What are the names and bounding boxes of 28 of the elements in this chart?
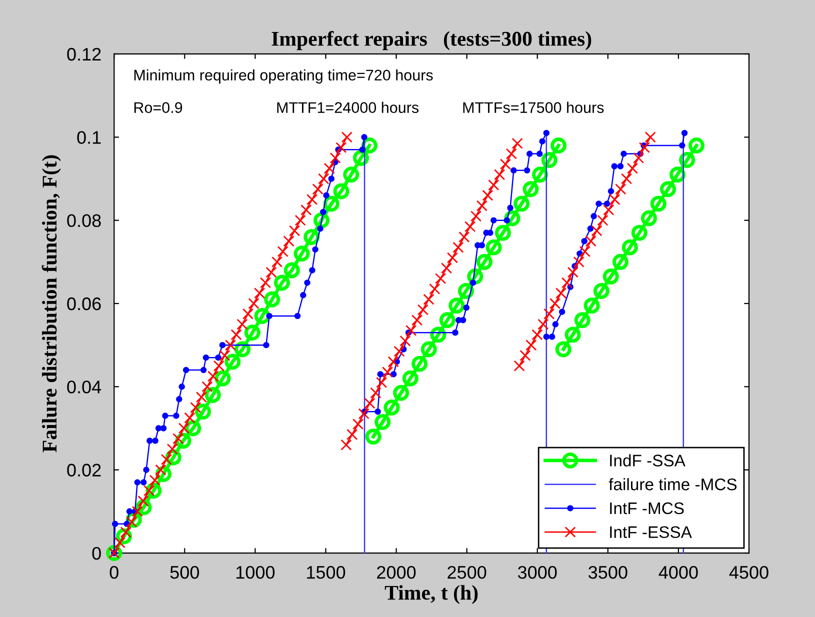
x-tick-label: 1000 — [236, 566, 275, 579]
legend-label: IntF -MCS — [610, 502, 684, 514]
y-tick-label: 0.12 — [67, 48, 101, 61]
y-tick-label: 0.02 — [67, 464, 101, 477]
x-axis-title: Time, t (h) — [384, 585, 478, 604]
y-tick-label: 0.04 — [67, 380, 102, 394]
x-tick-label: 500 — [170, 566, 199, 579]
y-tick-label: 0.1 — [77, 131, 101, 144]
legend-label: IntF -ESSA — [610, 526, 692, 538]
legend-label: IndF -SSA — [610, 454, 686, 466]
y-tick-label: 0.06 — [67, 297, 101, 310]
x-tick-label: 2000 — [377, 566, 416, 579]
annotation: MTTF1=24000 hours — [277, 102, 419, 113]
x-tick-label: 4500 — [729, 566, 768, 579]
y-tick-label: 0.08 — [67, 214, 101, 228]
x-tick-label: 3500 — [588, 566, 628, 579]
annotation: Minimum required operating time=720 hours — [134, 69, 433, 84]
annotation: MTTFs=17500 hours — [463, 102, 604, 113]
annotation: Ro=0.9 — [134, 102, 182, 113]
legend-label: failure time -MCS — [608, 478, 737, 490]
y-axis-title: Failure distribution function, F(t) — [42, 155, 61, 452]
chart-title: Imperfect repairs (tests=300 times) — [272, 30, 592, 50]
x-tick-label: 3000 — [518, 566, 557, 579]
x-tick-label: 2500 — [448, 566, 486, 579]
x-tick-label: 1500 — [307, 566, 346, 579]
x-tick-label: 0 — [110, 566, 118, 579]
y-tick-label: 0 — [92, 546, 101, 560]
x-tick-label: 4000 — [658, 566, 698, 579]
